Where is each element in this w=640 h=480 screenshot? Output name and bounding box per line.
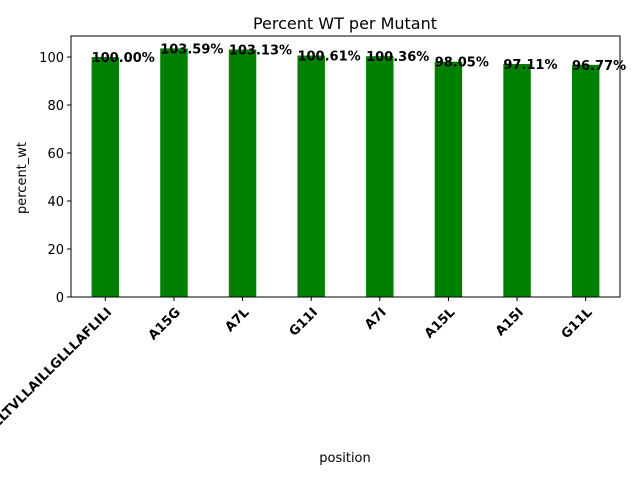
data-label: 97.11% xyxy=(503,58,557,73)
chart-title: Percent WT per Mutant xyxy=(253,14,437,33)
x-tick-label: A7I xyxy=(362,305,390,333)
y-tick-label: 20 xyxy=(47,243,64,258)
data-label: 103.59% xyxy=(160,42,223,57)
x-tick-label: A15G xyxy=(146,305,184,343)
data-label: 100.36% xyxy=(366,50,429,65)
data-label: 98.05% xyxy=(435,56,489,71)
y-tick-label: 100 xyxy=(39,51,64,66)
plot-area: 100.00% LLLTVLLAILLGLLLAFLILI 103.59% A15G 1… xyxy=(0,35,626,436)
data-label: 103.13% xyxy=(229,44,292,59)
y-axis-label: percent_wt xyxy=(15,142,30,214)
y-tick-label: 60 xyxy=(47,147,64,162)
x-tick-label: A15L xyxy=(422,305,458,341)
x-tick-label: A7L xyxy=(222,305,252,335)
bar xyxy=(160,48,188,297)
x-tick-label: G11L xyxy=(559,305,596,342)
data-label: 96.77% xyxy=(572,59,626,74)
x-axis-label: position xyxy=(319,451,371,466)
bar xyxy=(366,56,394,297)
bar xyxy=(297,55,325,297)
y-tick-label: 0 xyxy=(56,291,64,306)
bar xyxy=(434,61,463,298)
x-tick-label: G11I xyxy=(287,305,321,339)
x-tick-label: LLLTVLLAILLGLLLAFLILI xyxy=(0,305,115,436)
bar xyxy=(571,64,600,297)
data-label: 100.61% xyxy=(297,50,360,65)
bar xyxy=(91,57,120,297)
data-label: 100.00% xyxy=(92,51,155,66)
y-tick-label: 40 xyxy=(47,195,64,210)
bar xyxy=(503,63,531,298)
x-tick-label: A15I xyxy=(493,305,527,339)
axes-frame xyxy=(70,35,621,298)
y-tick-label: 80 xyxy=(47,99,64,114)
bar xyxy=(228,49,257,298)
